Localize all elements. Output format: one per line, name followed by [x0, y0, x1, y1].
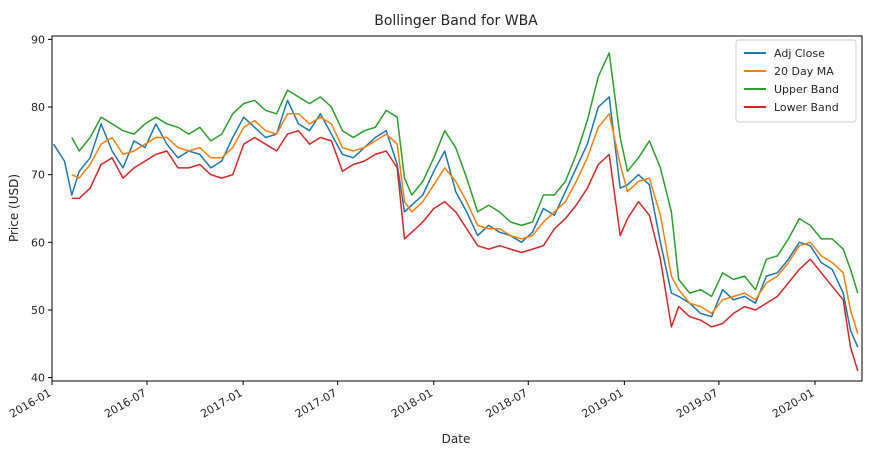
y-tick-label: 80	[31, 101, 45, 114]
legend-box	[735, 39, 857, 123]
legend-label: Lower Band	[774, 101, 839, 114]
y-tick-label: 50	[31, 304, 45, 317]
y-tick-label: 60	[31, 236, 45, 249]
series-line-upper-band	[71, 52, 859, 298]
legend: Adj Close 20 Day MA Upper Band Lower Band	[735, 39, 857, 123]
series-line-20-day-ma	[71, 113, 859, 334]
series-line-adj-close	[52, 96, 859, 348]
y-axis-ticks: 40 50 60 70 80 90	[31, 33, 52, 385]
x-axis-label: Date	[442, 432, 471, 446]
chart-title: Bollinger Band for WBA	[374, 13, 538, 29]
legend-label: Adj Close	[774, 47, 825, 60]
y-tick-label: 70	[31, 169, 45, 182]
legend-label: Upper Band	[774, 83, 839, 96]
y-tick-label: 90	[31, 33, 45, 46]
series-line-lower-band	[71, 129, 859, 372]
y-tick-label: 40	[31, 372, 45, 385]
y-axis-label: Price (USD)	[7, 174, 21, 242]
plot-area-frame	[51, 35, 863, 382]
plot-lines	[52, 52, 859, 372]
legend-label: 20 Day MA	[774, 65, 834, 78]
